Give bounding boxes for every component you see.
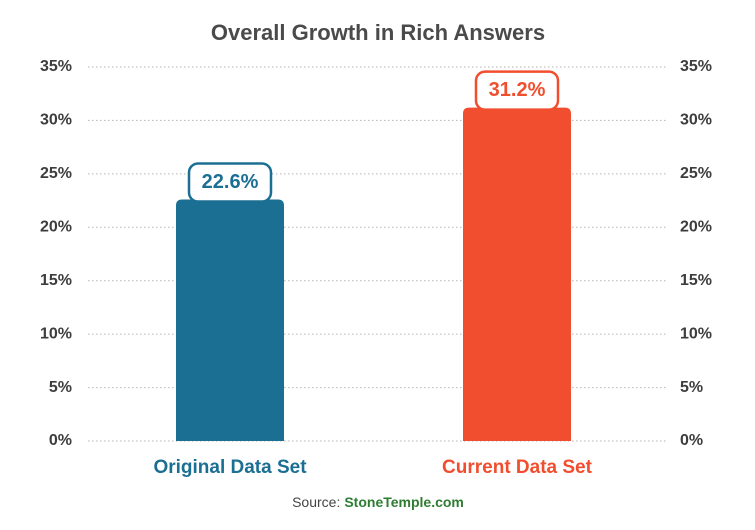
y-tick-label: 5% (49, 379, 72, 396)
y-tick-label-right: 20% (680, 219, 712, 236)
y-tick-label-right: 0% (680, 432, 703, 449)
value-label: 31.2% (489, 79, 546, 101)
y-tick-label-right: 30% (680, 112, 712, 129)
value-label: 22.6% (202, 171, 259, 193)
source-label: Source: (292, 494, 340, 510)
bar (463, 107, 571, 441)
y-tick-label-right: 35% (680, 58, 712, 75)
y-tick-label: 15% (40, 272, 72, 289)
y-tick-label-right: 10% (680, 325, 712, 342)
y-tick-label: 30% (40, 112, 72, 129)
x-tick-label: Original Data Set (153, 457, 307, 478)
chart-title: Overall Growth in Rich Answers (211, 20, 545, 45)
value-label-box (187, 162, 273, 203)
source: Source: StoneTemple.com (292, 494, 464, 510)
bar (176, 199, 284, 441)
value-label-box (474, 70, 560, 111)
y-tick-label-right: 5% (680, 379, 703, 396)
y-tick-label: 20% (40, 219, 72, 236)
y-tick-label: 0% (49, 432, 72, 449)
source-name: StoneTemple.com (344, 494, 464, 510)
y-tick-label-right: 25% (680, 165, 712, 182)
x-tick-label: Current Data Set (442, 457, 593, 478)
y-tick-label: 10% (40, 325, 72, 342)
y-tick-label: 25% (40, 165, 72, 182)
y-tick-label: 35% (40, 58, 72, 75)
y-tick-label-right: 15% (680, 272, 712, 289)
